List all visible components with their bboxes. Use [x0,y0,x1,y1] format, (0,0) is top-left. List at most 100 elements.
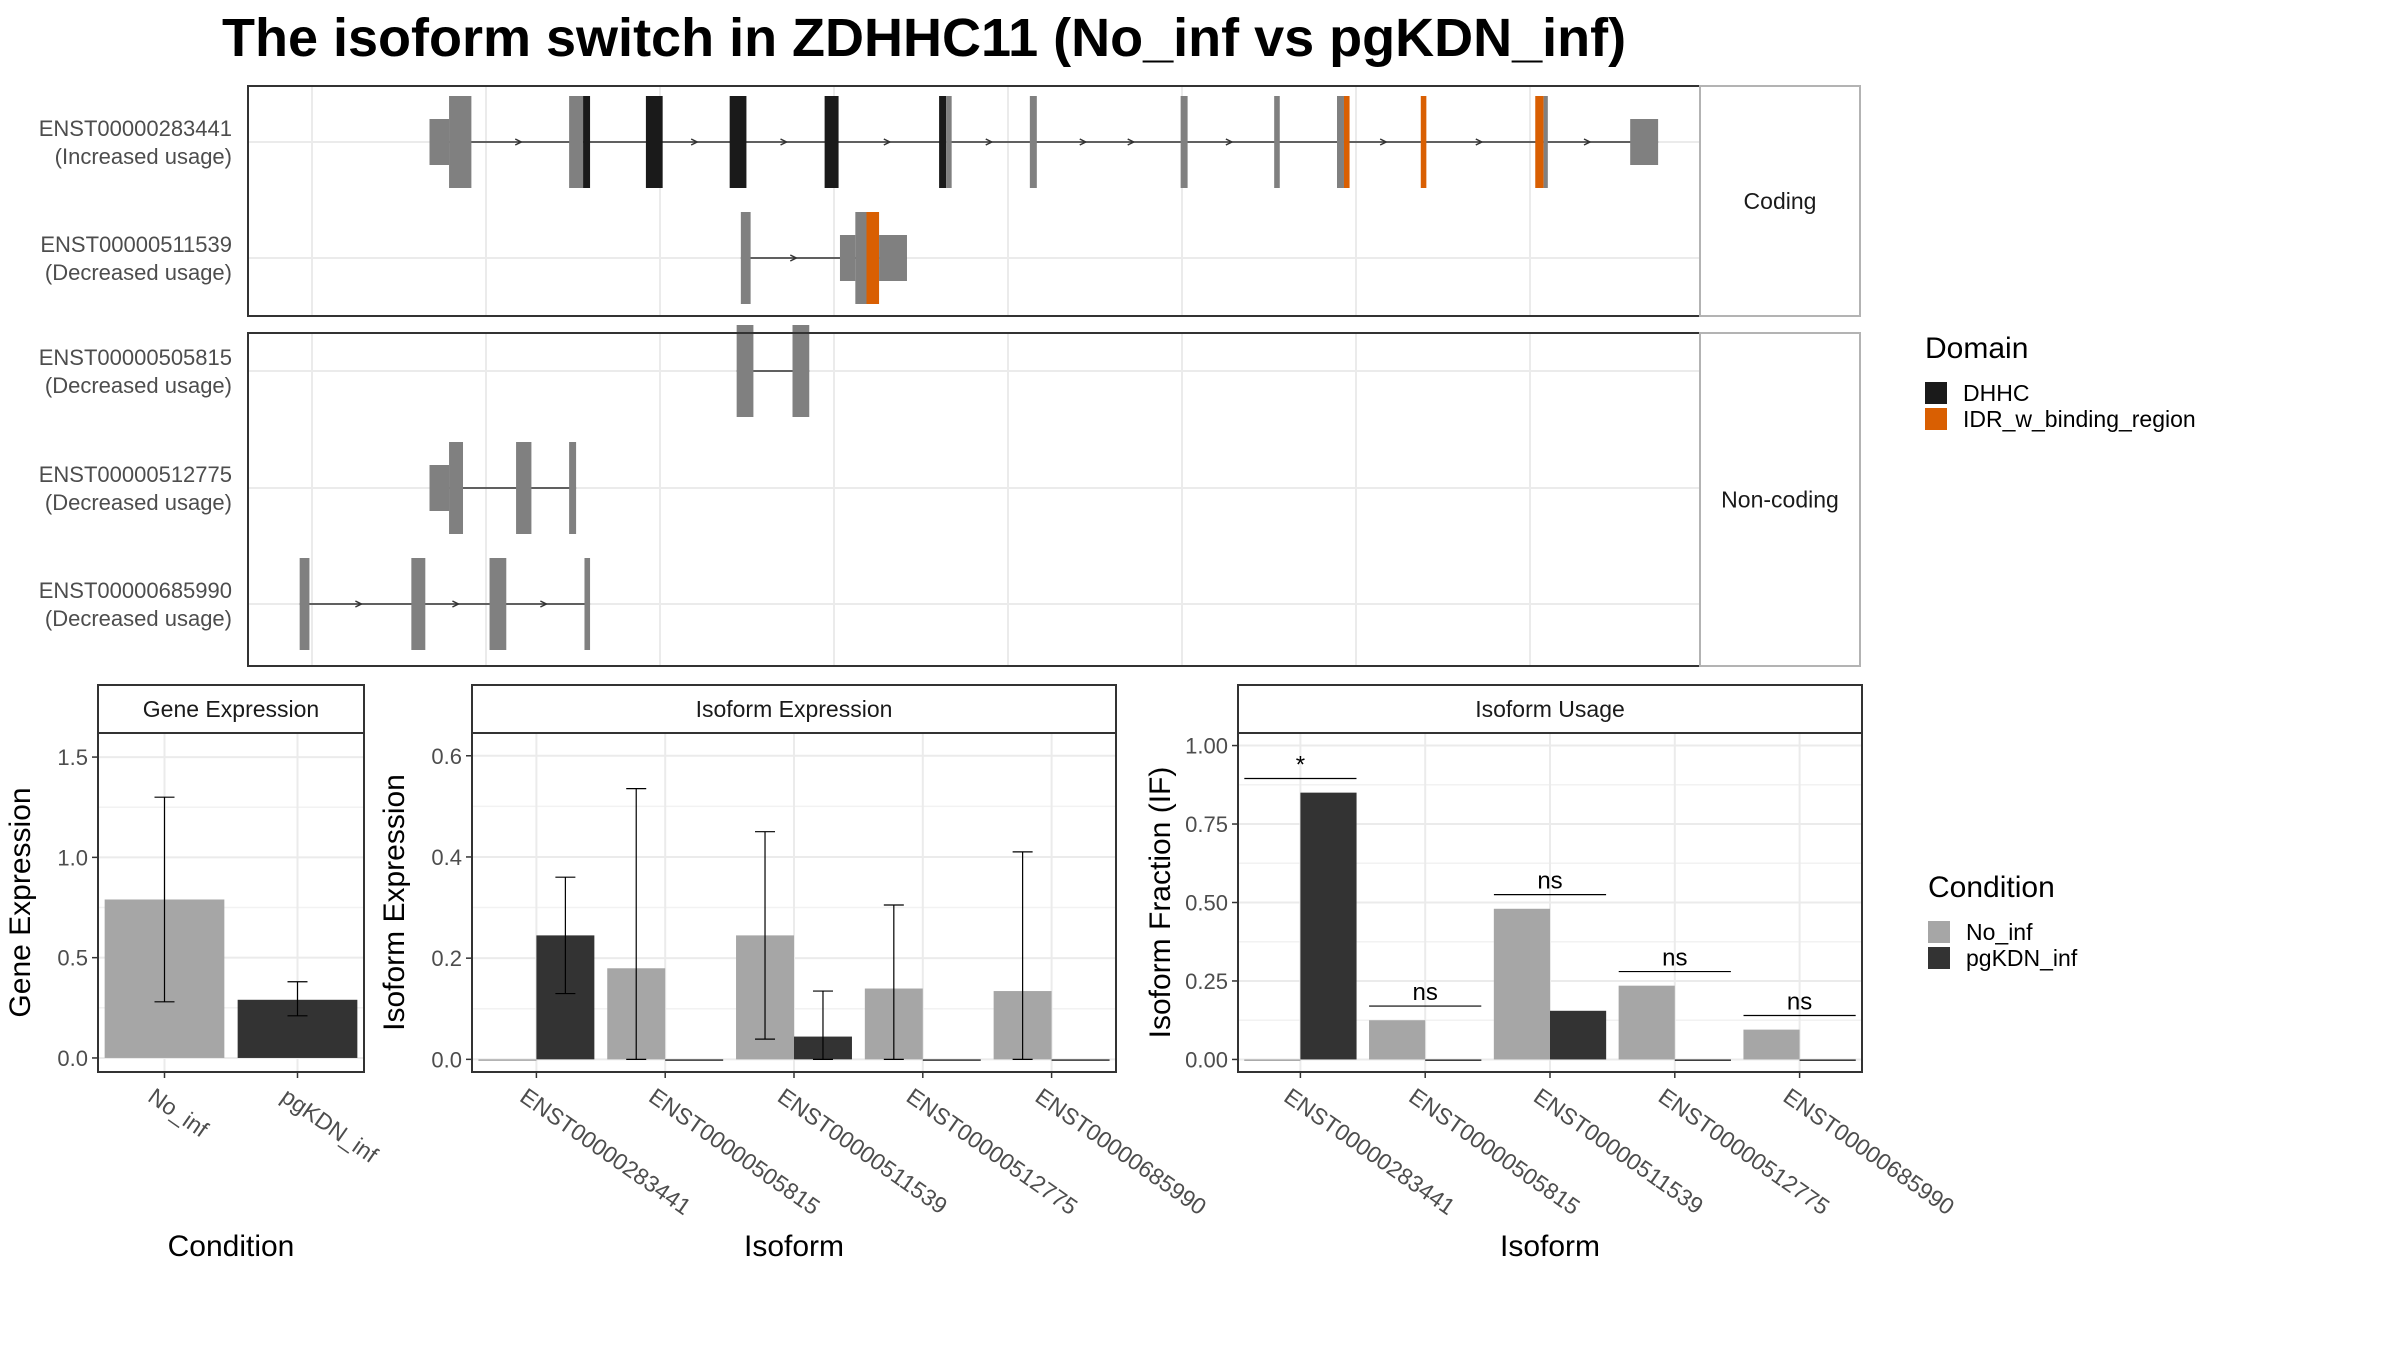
bar [1550,1010,1607,1060]
direction-arrow [1225,138,1234,146]
bar [665,1059,724,1061]
exon-block [1543,96,1548,188]
transcript-facet-1: ENST00000505815 (Decreased usage) ENST0000… [39,325,1861,667]
legend-swatch [1928,921,1950,943]
bar [1493,908,1550,1060]
dhhc-domain [939,96,947,188]
transcript-usage-label: (Decreased usage) [45,490,232,515]
exon-block [569,442,577,534]
exon-block [1274,96,1280,188]
exon-block [449,442,464,534]
y-tick-label: 0.2 [431,946,462,971]
bar [922,1059,981,1061]
direction-arrow [1079,138,1088,146]
significance-label: ns [1537,868,1562,895]
figure-title: The isoform switch in ZDHHC11 (No_inf vs… [222,8,1626,68]
direction-arrow [1583,138,1592,146]
bar [1300,792,1357,1060]
y-tick-label: 1.5 [57,745,88,770]
y-tick-label: 0.25 [1185,969,1228,994]
legend-title: Condition [1928,871,2055,904]
legend-label: IDR_w_binding_region [1963,406,2196,432]
transcript-track [299,558,591,650]
direction-arrow [355,600,364,608]
utr-block [429,119,450,165]
direction-arrow [789,254,798,262]
idr-domain [1343,96,1350,188]
significance-label: ns [1787,989,1812,1016]
x-axis-title: Condition [168,1230,295,1263]
direction-arrow [985,138,994,146]
panel-strip [1237,684,1863,734]
transcript-usage-label: (Decreased usage) [45,260,232,285]
exon-block [449,96,472,188]
facet-strip [1699,85,1861,317]
transcript-usage-label: (Decreased usage) [45,606,232,631]
dhhc-domain [824,96,839,188]
legend-label: No_inf [1966,919,2033,945]
dhhc-domain [729,96,747,188]
bar [478,1059,537,1061]
legend-title: Domain [1925,332,2028,365]
dhhc-domain [583,96,591,188]
utr-block [879,235,907,281]
transcript-track [736,325,810,417]
exon-block [1029,96,1037,188]
gene-expression-panel: 0.0 0.5 1.0 1.5 Gene Expression No_inf pgKDN_i… [4,684,384,1263]
panel-background [248,86,1700,316]
utr-block [429,465,450,511]
transcript-usage-label: (Decreased usage) [45,373,232,398]
direction-arrow [540,600,549,608]
transcript-id-label: ENST00000511539 [40,232,232,257]
bar [1244,1059,1301,1061]
panel-strip [97,684,365,734]
bar [1051,1059,1110,1061]
panel-strip [471,684,1117,734]
exon-block [792,325,810,417]
exon-block [489,558,507,650]
legend-label: DHHC [1963,380,2029,406]
bar [1674,1059,1731,1061]
x-tick-label: No_inf [144,1083,214,1143]
panel-title: Isoform Expression [696,696,893,722]
y-tick-label: 0.75 [1185,812,1228,837]
direction-arrow [1379,138,1388,146]
transcript-track [429,442,577,534]
y-tick-label: 0.50 [1185,891,1228,916]
y-tick-label: 1.0 [57,845,88,870]
significance-label: ns [1413,979,1438,1006]
y-axis-title: Isoform Fraction (IF) [1144,767,1177,1039]
x-axis-title: Isoform [744,1230,844,1263]
y-tick-label: 0.0 [57,1046,88,1071]
transcript-id-label: ENST00000505815 [39,345,232,370]
direction-arrow [452,600,461,608]
idr-domain [1420,96,1427,188]
exon-block [1180,96,1188,188]
transcript-track [429,96,1659,188]
utr-block [1630,119,1659,165]
panel-title: Gene Expression [143,696,319,722]
exon-block [584,558,591,650]
transcript-id-label: ENST00000685990 [39,578,232,603]
y-tick-label: 0.0 [431,1047,462,1072]
exon-block [855,212,867,304]
x-axis-title: Isoform [1500,1230,1600,1263]
idr-domain [1535,96,1544,188]
x-tick-label: pgKDN_inf [277,1083,384,1168]
panel-title: Isoform Usage [1475,696,1625,722]
exon-block [516,442,532,534]
y-tick-label: 0.00 [1185,1047,1228,1072]
utr-block [839,235,856,281]
transcript-facet-0: ENST00000283441 (Increased usage) ENST0000… [39,85,1861,317]
legend-swatch [1925,408,1947,430]
y-axis-title: Isoform Expression [378,774,411,1031]
transcript-track [740,212,907,304]
exon-block [740,212,751,304]
exon-block [736,325,754,417]
direction-arrow [1127,138,1136,146]
